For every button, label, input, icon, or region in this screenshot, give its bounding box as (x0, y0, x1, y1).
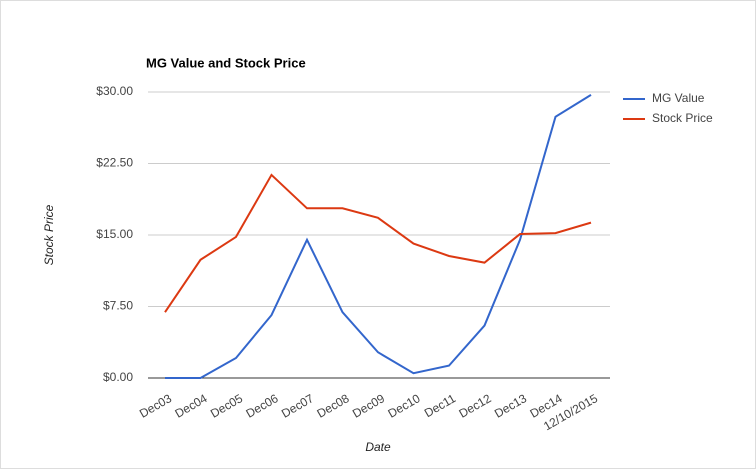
chart-title: MG Value and Stock Price (146, 55, 306, 70)
y-tick-label: $15.00 (96, 227, 133, 241)
legend-label: Stock Price (652, 111, 713, 125)
x-axis-title: Date (365, 440, 391, 454)
y-tick-label: $30.00 (96, 84, 133, 98)
series-line (165, 94, 592, 379)
y-tick-label: $7.50 (103, 299, 133, 313)
legend-label: MG Value (652, 91, 705, 105)
series-line (164, 173, 592, 313)
y-tick-label: $22.50 (96, 156, 133, 170)
y-tick-label: $0.00 (103, 370, 133, 384)
y-axis-title: Stock Price (42, 204, 56, 265)
